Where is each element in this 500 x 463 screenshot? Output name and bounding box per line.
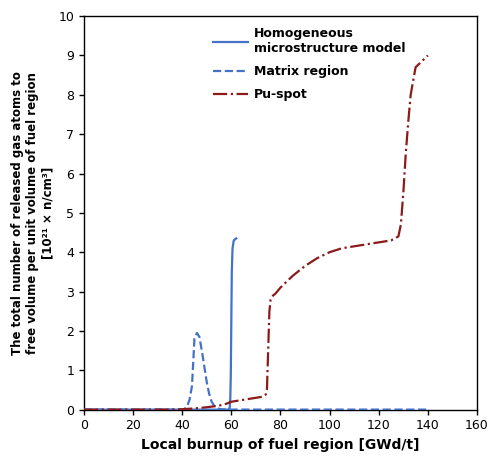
- Y-axis label: The total number of released gas atoms to
free volume per unit volume of fuel re: The total number of released gas atoms t…: [11, 71, 54, 355]
- Legend: Homogeneous
microstructure model, Matrix region, Pu-spot: Homogeneous microstructure model, Matrix…: [208, 22, 411, 106]
- X-axis label: Local burnup of fuel region [GWd/t]: Local burnup of fuel region [GWd/t]: [141, 438, 419, 452]
